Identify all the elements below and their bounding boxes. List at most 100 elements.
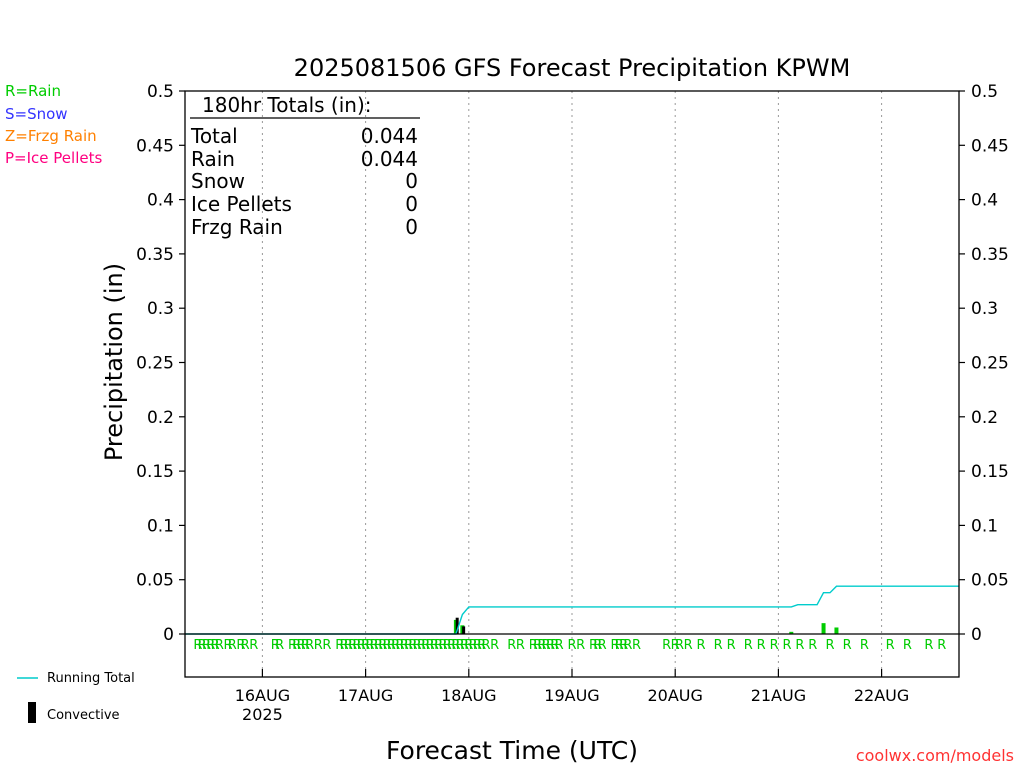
rain-marker: R	[404, 638, 413, 653]
rain-marker: R	[387, 638, 396, 653]
rain-marker: R	[555, 638, 564, 653]
rain-marker: R	[481, 638, 490, 653]
totals-snow-value: 0	[405, 169, 418, 193]
rain-marker: R	[241, 638, 250, 653]
rain-marker: R	[378, 638, 387, 653]
rain-marker: R	[211, 638, 220, 653]
y-tick-label-left: 0.35	[136, 245, 174, 265]
rain-marker: R	[744, 638, 753, 653]
rain-marker: R	[619, 638, 628, 653]
y-tick-label-right: 0.1	[971, 516, 998, 536]
legend-freezing-rain: Z=Frzg Rain	[5, 127, 97, 145]
legend-snow: S=Snow	[5, 105, 68, 123]
rain-marker: R	[662, 638, 671, 653]
totals-total-value: 0.044	[361, 124, 418, 148]
rain-marker: R	[473, 638, 482, 653]
rain-marker: R	[757, 638, 766, 653]
rain-marker: R	[795, 638, 804, 653]
precip-bar	[821, 623, 826, 634]
x-tick-label: 19AUG	[544, 686, 599, 705]
totals-rain-label: Rain	[191, 147, 235, 171]
convective-bar	[455, 617, 459, 634]
rain-marker: R	[305, 638, 314, 653]
rain-marker: R	[671, 638, 680, 653]
y-tick-label-left: 0.15	[136, 462, 174, 482]
rain-marker: R	[365, 638, 374, 653]
credit-link[interactable]: coolwx.com/models	[856, 746, 1014, 765]
rain-marker: R	[684, 638, 693, 653]
rain-marker: R	[593, 638, 602, 653]
rain-marker: R	[632, 638, 641, 653]
x-tick-label: 16AUG	[235, 686, 290, 705]
y-tick-label-left: 0.25	[136, 354, 174, 374]
rain-marker: R	[215, 638, 224, 653]
legend-rain: R=Rain	[5, 82, 61, 100]
rain-marker: R	[533, 638, 542, 653]
y-tick-label-right: 0.05	[971, 571, 1009, 591]
totals-total-label: Total	[190, 124, 238, 148]
y-tick-label-right: 0.25	[971, 354, 1009, 374]
y-tick-label-right: 0.45	[971, 136, 1009, 156]
rain-marker: R	[322, 638, 331, 653]
rain-marker: R	[228, 638, 237, 653]
rain-marker: R	[886, 638, 895, 653]
rain-marker: R	[314, 638, 323, 653]
rain-marker: R	[193, 638, 202, 653]
rain-marker: R	[198, 638, 207, 653]
rain-marker: R	[292, 638, 301, 653]
rain-marker: R	[860, 638, 869, 653]
precip-type-legend: R=Rain S=Snow Z=Frzg Rain P=Ice Pellets	[5, 82, 102, 167]
rain-marker: R	[598, 638, 607, 653]
x-axis-label: Forecast Time (UTC)	[386, 736, 638, 765]
rain-marker: R	[275, 638, 284, 653]
rain-marker: R	[383, 638, 392, 653]
rain-marker: R	[808, 638, 817, 653]
rain-marker: R	[434, 638, 443, 653]
rain-marker: R	[456, 638, 465, 653]
x-tick-label: 18AUG	[441, 686, 496, 705]
rain-marker: R	[460, 638, 469, 653]
rain-marker: R	[223, 638, 232, 653]
totals-snow-label: Snow	[191, 169, 245, 193]
rain-marker: R	[675, 638, 684, 653]
precip-bar	[834, 627, 839, 634]
rain-marker: R	[271, 638, 280, 653]
rain-marker: R	[249, 638, 258, 653]
rain-marker: R	[348, 638, 357, 653]
y-tick-label-right: 0.35	[971, 245, 1009, 265]
rain-marker: R	[447, 638, 456, 653]
rain-marker: R	[443, 638, 452, 653]
convective-legend-swatch	[28, 702, 36, 723]
totals-heading: 180hr Totals (in):	[202, 93, 372, 117]
totals-rain-value: 0.044	[361, 147, 418, 171]
rain-marker: R	[937, 638, 946, 653]
y-tick-label-right: 0.2	[971, 408, 998, 428]
rain-marker: R	[357, 638, 366, 653]
y-tick-label-right: 0.5	[971, 82, 998, 102]
legend-ice-pellets: P=Ice Pellets	[5, 149, 102, 167]
rain-marker: R	[370, 638, 379, 653]
rain-marker: R	[696, 638, 705, 653]
rain-marker: R	[529, 638, 538, 653]
rain-marker: R	[567, 638, 576, 653]
totals-box: 180hr Totals (in): Total 0.044 Rain 0.04…	[190, 93, 420, 239]
rain-marker: R	[537, 638, 546, 653]
rain-marker: R	[610, 638, 619, 653]
y-tick-label-right: 0.15	[971, 462, 1009, 482]
rain-marker: R	[843, 638, 852, 653]
x-tick-label: 21AUG	[751, 686, 806, 705]
rain-marker: R	[395, 638, 404, 653]
rain-marker: R	[430, 638, 439, 653]
convective-bar	[462, 626, 466, 634]
rain-marker: R	[344, 638, 353, 653]
rain-marker: R	[516, 638, 525, 653]
x-tick-label: 22AUG	[854, 686, 909, 705]
x-tick-label: 20AUG	[647, 686, 702, 705]
convective-legend-label: Convective	[47, 708, 120, 723]
rain-marker: R	[340, 638, 349, 653]
rain-marker: R	[451, 638, 460, 653]
rain-marker: R	[477, 638, 486, 653]
rain-marker: R	[589, 638, 598, 653]
precip-bars	[453, 617, 839, 634]
